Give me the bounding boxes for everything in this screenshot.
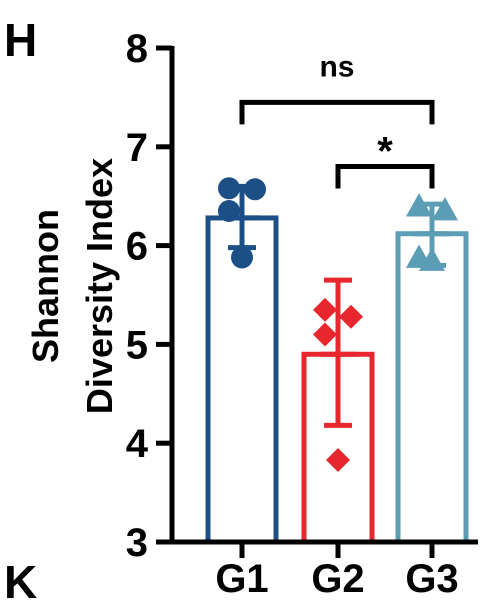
axes — [169, 46, 478, 545]
data-point-G2-2 — [339, 304, 363, 329]
significance-label-G1-G3: ns — [319, 50, 354, 83]
bar-G3 — [395, 231, 469, 545]
panel-letter-k: K — [4, 556, 37, 600]
significance-brackets: ns * — [239, 50, 435, 189]
x-tick-label-G2: G2 — [311, 557, 364, 600]
data-point-G2-4 — [326, 447, 350, 472]
y-tick-label-8: 8 — [126, 27, 148, 71]
significance-bracket-G2-G3 — [335, 164, 435, 189]
y-axis-ticks: 3 4 5 6 7 8 — [126, 27, 172, 565]
x-tick-label-G3: G3 — [405, 557, 458, 600]
y-tick-label-3: 3 — [126, 521, 148, 565]
x-axis-ticks: G1 G2 G3 — [215, 542, 459, 600]
x-tick-label-G1: G1 — [215, 557, 268, 600]
data-point-G1-2 — [244, 178, 266, 201]
data-point-G3-2 — [432, 197, 458, 221]
y-axis-title: Shannon Diversity Index — [25, 158, 120, 414]
y-tick-label-6: 6 — [126, 225, 148, 269]
data-points-layer — [218, 177, 458, 472]
data-point-G1-4 — [231, 246, 253, 269]
y-axis-title-line-2: Diversity Index — [79, 158, 120, 414]
y-tick-label-5: 5 — [126, 323, 148, 367]
data-point-G1-1 — [218, 177, 240, 200]
data-point-G3-4 — [419, 247, 445, 271]
y-axis-title-line-1: Shannon — [25, 209, 66, 363]
data-point-G2-1 — [313, 297, 337, 322]
data-point-G1-3 — [218, 200, 240, 223]
significance-label-G2-G3: * — [377, 130, 393, 174]
panel-letter-h: H — [4, 14, 37, 66]
y-tick-label-7: 7 — [126, 126, 148, 170]
data-point-G2-3 — [313, 322, 337, 347]
y-tick-label-4: 4 — [126, 422, 149, 466]
significance-bracket-G1-G3 — [239, 99, 435, 125]
data-point-G3-1 — [406, 193, 432, 217]
